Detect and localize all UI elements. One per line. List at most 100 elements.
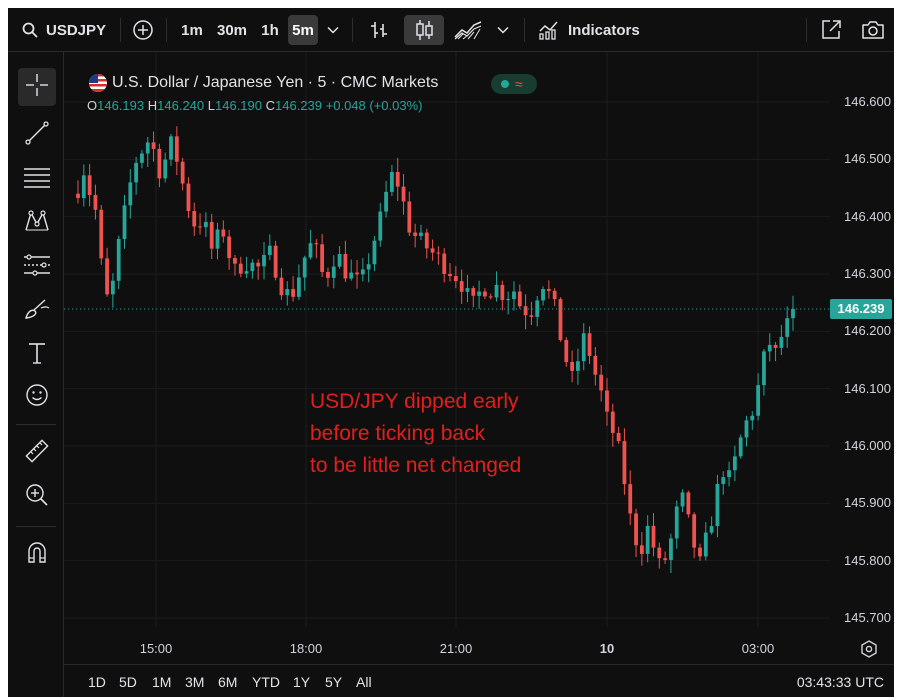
interval-1m-button[interactable]: 1m: [181, 21, 203, 39]
market-status-badge[interactable]: ≈: [491, 74, 537, 94]
candle: [593, 347, 598, 386]
interval-dropdown-button[interactable]: [322, 15, 344, 45]
candle: [488, 293, 493, 300]
add-compare-button[interactable]: [128, 15, 158, 45]
candle-body: [349, 272, 354, 279]
candle: [233, 254, 237, 276]
candle: [732, 445, 737, 482]
text-tool[interactable]: [18, 336, 56, 374]
candle: [337, 246, 342, 269]
range-3m-button[interactable]: 3M: [185, 674, 205, 690]
candle-body: [390, 172, 394, 192]
price-axis[interactable]: 146.600 146.500 146.400 146.300 146.200 146.1…: [830, 52, 894, 642]
candle: [384, 180, 388, 218]
ruler-tool[interactable]: [18, 434, 56, 472]
candle-body: [366, 264, 371, 270]
candle: [483, 288, 487, 300]
pattern-tool[interactable]: [18, 204, 56, 242]
range-1d-button[interactable]: 1D: [88, 674, 106, 690]
snapshot-button[interactable]: [856, 15, 890, 45]
candle-body: [320, 244, 325, 272]
candle: [128, 169, 133, 219]
candle-body: [785, 318, 790, 337]
candle: [192, 202, 197, 236]
candlestick-plot[interactable]: [64, 52, 894, 664]
candle-body: [483, 291, 487, 297]
candle-body: [145, 142, 150, 154]
range-ytd-button[interactable]: YTD: [252, 674, 280, 690]
interval-30m-button[interactable]: 30m: [216, 21, 248, 39]
candle: [343, 240, 348, 282]
candle: [355, 260, 359, 289]
candle: [395, 157, 400, 201]
candle-body: [273, 245, 278, 278]
candle-body: [674, 506, 679, 539]
candle-body: [448, 273, 452, 277]
candle-body: [500, 284, 505, 301]
candle: [285, 281, 290, 306]
candle-body: [105, 258, 109, 295]
candle-body: [669, 538, 673, 560]
candle: [459, 269, 464, 304]
time-axis[interactable]: 15:00 18:00 21:00 10 03:00: [64, 627, 830, 657]
style-dropdown-button[interactable]: [492, 15, 514, 45]
candle: [785, 306, 790, 348]
range-5d-button[interactable]: 5D: [119, 674, 137, 690]
bar-style-button[interactable]: [364, 15, 394, 45]
brush-tool[interactable]: [18, 292, 56, 330]
candle: [180, 157, 185, 191]
range-6m-button[interactable]: 6M: [218, 674, 238, 690]
candle: [401, 173, 406, 215]
interval-5m-button[interactable]: 5m: [288, 15, 318, 45]
trend-line-tool[interactable]: [18, 116, 56, 154]
time-tick-label: 15:00: [139, 641, 173, 656]
candle-body: [512, 291, 516, 300]
candle-body: [622, 441, 627, 485]
candle-body: [355, 272, 359, 275]
candle: [442, 248, 447, 283]
candle-body: [314, 243, 319, 245]
candle-body: [296, 277, 301, 297]
fullscreen-button[interactable]: [814, 15, 848, 45]
candle-body: [203, 221, 208, 228]
fib-tool[interactable]: [18, 160, 56, 198]
candle: [477, 280, 481, 309]
candle-body: [291, 289, 295, 297]
chart-settings-button[interactable]: [860, 640, 878, 663]
range-1m-button[interactable]: 1M: [152, 674, 172, 690]
candles-style-button[interactable]: [404, 15, 444, 45]
interval-1h-button[interactable]: 1h: [261, 21, 279, 39]
candle: [552, 288, 557, 307]
close-value: 146.239: [275, 98, 323, 113]
emoji-icon: [24, 382, 50, 413]
candle: [116, 235, 121, 289]
range-1y-button[interactable]: 1Y: [293, 674, 311, 690]
candle: [93, 184, 98, 220]
range-all-button[interactable]: All: [356, 674, 372, 690]
candle: [76, 180, 80, 204]
candle-body: [506, 299, 511, 301]
zoom-in-tool[interactable]: [18, 478, 56, 516]
projection-tool[interactable]: [18, 248, 56, 286]
crosshair-tool[interactable]: [18, 68, 56, 106]
magnet-tool[interactable]: [18, 536, 56, 574]
bar-style-icon: [369, 19, 389, 41]
area-style-button[interactable]: [450, 15, 486, 45]
candle-body: [331, 266, 336, 278]
candle-body: [558, 299, 563, 341]
symbol-search-button[interactable]: USDJPY: [18, 15, 114, 45]
chart-pane[interactable]: U.S. Dollar / Japanese Yen · 5 · CMC Mar…: [64, 52, 894, 664]
candle: [686, 490, 691, 518]
utc-clock[interactable]: 03:43:33 UTC: [796, 674, 884, 690]
candle-body: [198, 226, 202, 228]
candle: [209, 213, 214, 260]
range-5y-button[interactable]: 5Y: [325, 674, 343, 690]
indicators-button[interactable]: Indicators: [534, 15, 646, 45]
candle: [105, 247, 109, 297]
candle: [715, 474, 720, 538]
candle: [169, 133, 173, 166]
candle-body: [337, 254, 342, 267]
emoji-tool[interactable]: [18, 378, 56, 416]
candle-body: [93, 194, 98, 210]
candle-body: [517, 291, 522, 307]
